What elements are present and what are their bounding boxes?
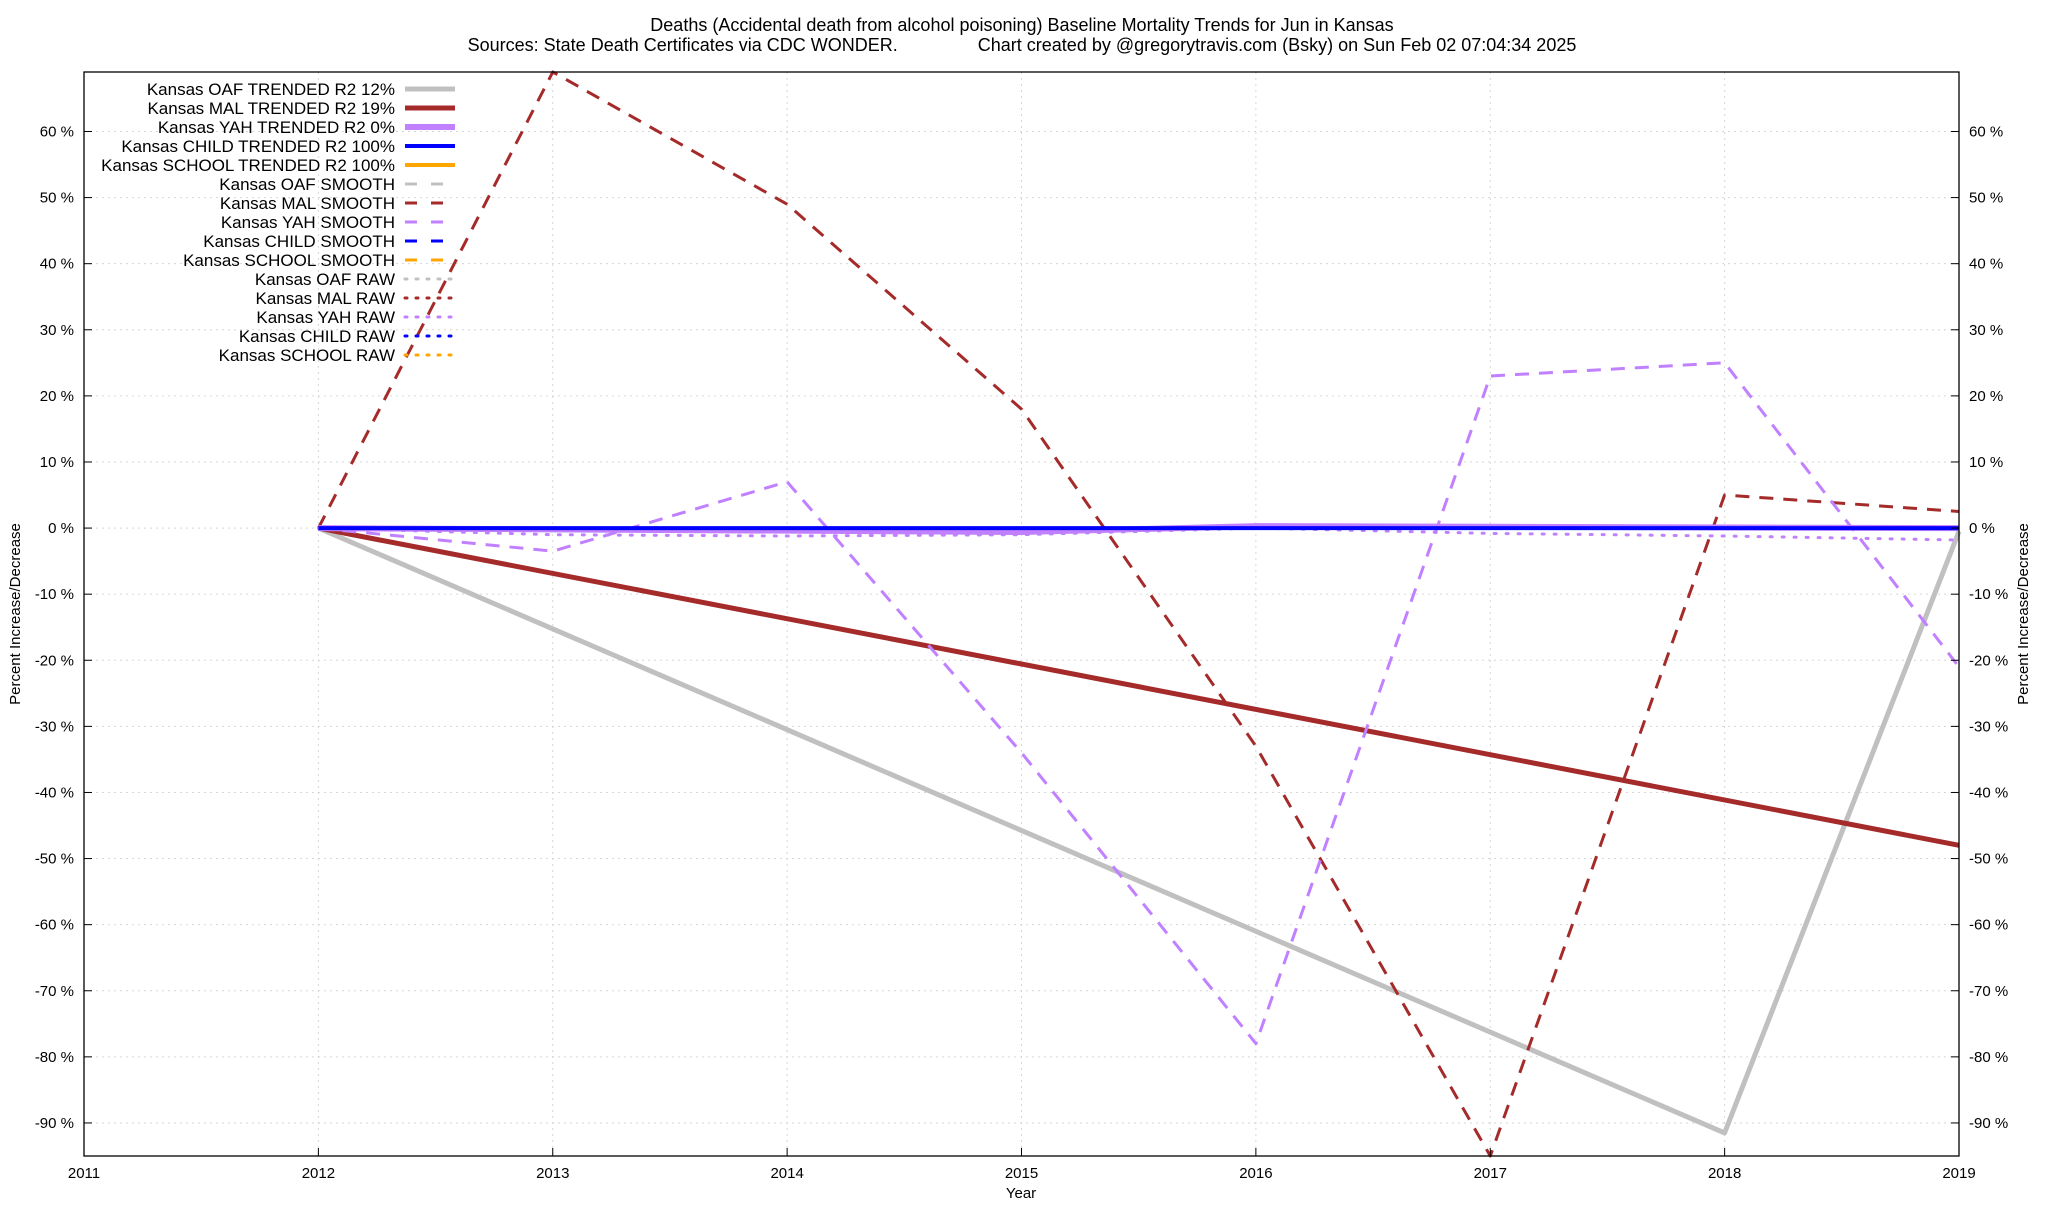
legend-label: Kansas SCHOOL SMOOTH xyxy=(183,251,395,270)
y-tick-label-right: 0 % xyxy=(1969,520,1995,537)
x-tick-label: 2017 xyxy=(1474,1165,1507,1182)
y-tick-label-left: 20 % xyxy=(40,388,74,405)
legend-label: Kansas CHILD TRENDED R2 100% xyxy=(121,137,395,156)
x-tick-label: 2012 xyxy=(302,1165,335,1182)
y-tick-label-left: 50 % xyxy=(40,190,74,207)
y-tick-label-left: -70 % xyxy=(35,983,74,1000)
y-tick-label-left: 0 % xyxy=(48,520,74,537)
series-line xyxy=(317,70,1960,1158)
y-tick-label-left: -30 % xyxy=(35,718,74,735)
y-tick-label-right: -20 % xyxy=(1969,652,2008,669)
legend-label: Kansas CHILD RAW xyxy=(239,327,395,346)
series-line xyxy=(317,525,1960,848)
y-tick-label-left: 60 % xyxy=(40,123,74,140)
y-tick-label-right: 10 % xyxy=(1969,454,2003,471)
legend-label: Kansas MAL SMOOTH xyxy=(220,194,395,213)
y-tick-label-left: 40 % xyxy=(40,256,74,273)
y-tick-label-left: -20 % xyxy=(35,652,74,669)
legend-label: Kansas YAH TRENDED R2 0% xyxy=(158,118,395,137)
x-tick-label: 2013 xyxy=(536,1165,569,1182)
y-tick-label-right: 50 % xyxy=(1969,190,2003,207)
y-tick-label-left: -40 % xyxy=(35,784,74,801)
legend-label: Kansas MAL TRENDED R2 19% xyxy=(147,99,395,118)
y-tick-label-left: 10 % xyxy=(40,454,74,471)
legend-label: Kansas OAF RAW xyxy=(255,270,395,289)
x-tick-label: 2015 xyxy=(1005,1165,1038,1182)
y-tick-label-right: 30 % xyxy=(1969,322,2003,339)
y-tick-label-right: -70 % xyxy=(1969,983,2008,1000)
y-tick-label-right: -30 % xyxy=(1969,718,2008,735)
y-tick-label-right: -60 % xyxy=(1969,917,2008,934)
legend-label: Kansas SCHOOL RAW xyxy=(219,346,395,365)
y-tick-label-left: -80 % xyxy=(35,1049,74,1066)
y-axis-title-right: Percent Increase/Decrease xyxy=(2015,523,2032,705)
series-lines xyxy=(316,70,1962,1158)
legend-label: Kansas YAH RAW xyxy=(256,308,395,327)
y-axis-title-left: Percent Increase/Decrease xyxy=(7,523,24,705)
x-tick-label: 2011 xyxy=(68,1165,100,1182)
y-tick-label-right: 40 % xyxy=(1969,256,2003,273)
y-tick-label-right: 60 % xyxy=(1969,123,2003,140)
y-tick-label-left: 30 % xyxy=(40,322,74,339)
y-tick-label-right: 20 % xyxy=(1969,388,2003,405)
series-line xyxy=(316,526,1961,542)
chart-subtitle: Sources: State Death Certificates via CD… xyxy=(468,35,1577,55)
y-tick-label-right: -10 % xyxy=(1969,586,2008,603)
series-line xyxy=(318,361,1961,1046)
x-tick-label: 2014 xyxy=(770,1165,803,1182)
axis-ticks: 2011 2012 2013 2014 2015 2016 2017 2018 2019 60 %… xyxy=(35,123,2008,1182)
x-tick-label: 2016 xyxy=(1239,1165,1272,1182)
y-tick-label-right: -90 % xyxy=(1969,1115,2008,1132)
series-line xyxy=(317,525,1962,1136)
legend-label: Kansas OAF TRENDED R2 12% xyxy=(147,80,395,99)
y-tick-label-right: -40 % xyxy=(1969,784,2008,801)
legend-label: Kansas OAF SMOOTH xyxy=(219,175,395,194)
y-tick-label-left: -50 % xyxy=(35,851,74,868)
x-tick-label: 2019 xyxy=(1942,1165,1975,1182)
y-tick-label-left: -90 % xyxy=(35,1115,74,1132)
chart-title: Deaths (Accidental death from alcohol po… xyxy=(650,15,1393,35)
y-tick-label-right: -80 % xyxy=(1969,1049,2008,1066)
legend-label: Kansas SCHOOL TRENDED R2 100% xyxy=(101,156,395,175)
legend: Kansas OAF TRENDED R2 12%Kansas MAL TREN… xyxy=(101,80,457,365)
x-axis-title: Year xyxy=(1006,1185,1036,1200)
y-tick-label-left: -60 % xyxy=(35,917,74,934)
y-tick-label-right: -50 % xyxy=(1969,851,2008,868)
legend-label: Kansas MAL RAW xyxy=(255,289,395,308)
legend-label: Kansas YAH SMOOTH xyxy=(221,213,395,232)
x-tick-label: 2018 xyxy=(1708,1165,1741,1182)
legend-label: Kansas CHILD SMOOTH xyxy=(203,232,395,251)
y-tick-label-left: -10 % xyxy=(35,586,74,603)
